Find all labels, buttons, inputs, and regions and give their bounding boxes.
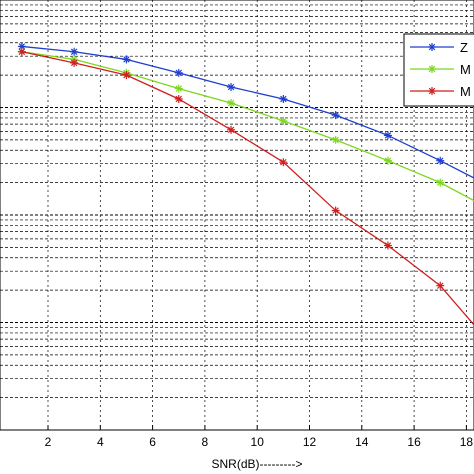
data-point <box>383 156 392 165</box>
marker-stroke <box>175 85 182 92</box>
series-line <box>21 45 474 179</box>
series-1 <box>17 42 474 179</box>
x-axis-label: SNR(dB)---------> <box>212 457 303 471</box>
series-line <box>21 51 474 326</box>
data-point <box>279 116 288 125</box>
marker-stroke <box>70 48 78 55</box>
x-tick-label: 16 <box>407 435 421 449</box>
data-point <box>174 84 183 93</box>
x-tick-label: 2 <box>45 435 52 449</box>
data-point <box>70 58 79 67</box>
legend-item: M <box>410 84 471 99</box>
marker-stroke <box>70 59 78 67</box>
data-point <box>279 94 288 103</box>
data-point <box>383 131 392 140</box>
legend-label: Z <box>460 40 468 55</box>
marker-stroke <box>227 99 235 107</box>
data-point <box>383 241 392 250</box>
data-point <box>70 47 79 56</box>
grid <box>0 0 474 431</box>
legend-box <box>403 33 474 107</box>
data-point <box>331 135 340 144</box>
legend-item: M <box>410 62 471 77</box>
marker-stroke <box>18 48 26 55</box>
marker-stroke <box>437 179 444 186</box>
series-group <box>17 42 474 326</box>
x-tick-label: 12 <box>303 435 317 449</box>
marker-stroke <box>384 242 392 249</box>
data-point <box>174 68 183 77</box>
legend-label: M <box>460 84 471 99</box>
marker-stroke <box>280 95 287 103</box>
data-point <box>227 125 236 134</box>
marker-stroke <box>227 83 235 91</box>
data-point <box>436 156 445 165</box>
data-point <box>122 71 131 80</box>
series-line <box>21 51 474 202</box>
x-tick-label: 4 <box>97 435 104 449</box>
data-point <box>428 65 436 73</box>
data-point <box>279 158 288 167</box>
series-3 <box>17 47 474 326</box>
marker-stroke <box>18 43 26 50</box>
x-tick-label: 18 <box>460 435 474 449</box>
data-point <box>174 94 183 103</box>
legend-item: Z <box>410 40 468 55</box>
x-tick-labels: 2 4 6 8 10 12 14 16 18 <box>45 435 474 449</box>
data-point <box>436 281 445 290</box>
data-point <box>17 47 26 56</box>
marker-stroke <box>123 56 130 63</box>
data-point <box>122 55 131 64</box>
data-point <box>436 178 445 187</box>
data-point <box>331 206 340 215</box>
data-point <box>227 99 236 108</box>
marker-stroke <box>332 207 339 214</box>
marker-stroke <box>428 87 436 95</box>
x-tick-label: 8 <box>202 435 209 449</box>
marker-stroke <box>437 157 444 164</box>
x-tick-label: 10 <box>251 435 265 449</box>
marker-stroke <box>280 117 287 125</box>
marker-stroke <box>384 157 392 164</box>
marker-stroke <box>227 126 235 134</box>
marker-stroke <box>384 132 392 139</box>
marker-stroke <box>332 136 339 144</box>
data-point <box>331 111 340 120</box>
marker-stroke <box>428 43 436 51</box>
data-point <box>428 43 436 51</box>
marker-stroke <box>332 111 339 119</box>
marker-stroke <box>175 69 182 77</box>
x-tick-label: 14 <box>355 435 369 449</box>
marker-stroke <box>428 65 436 73</box>
x-tick-label: 6 <box>149 435 156 449</box>
data-point <box>227 83 236 92</box>
marker-stroke <box>123 71 130 79</box>
legend: ZMM <box>403 33 474 107</box>
marker-stroke <box>175 95 182 103</box>
marker-stroke <box>280 158 287 166</box>
marker-stroke <box>437 282 444 289</box>
legend-label: M <box>460 62 471 77</box>
data-point <box>428 87 436 95</box>
axes <box>47 425 467 430</box>
